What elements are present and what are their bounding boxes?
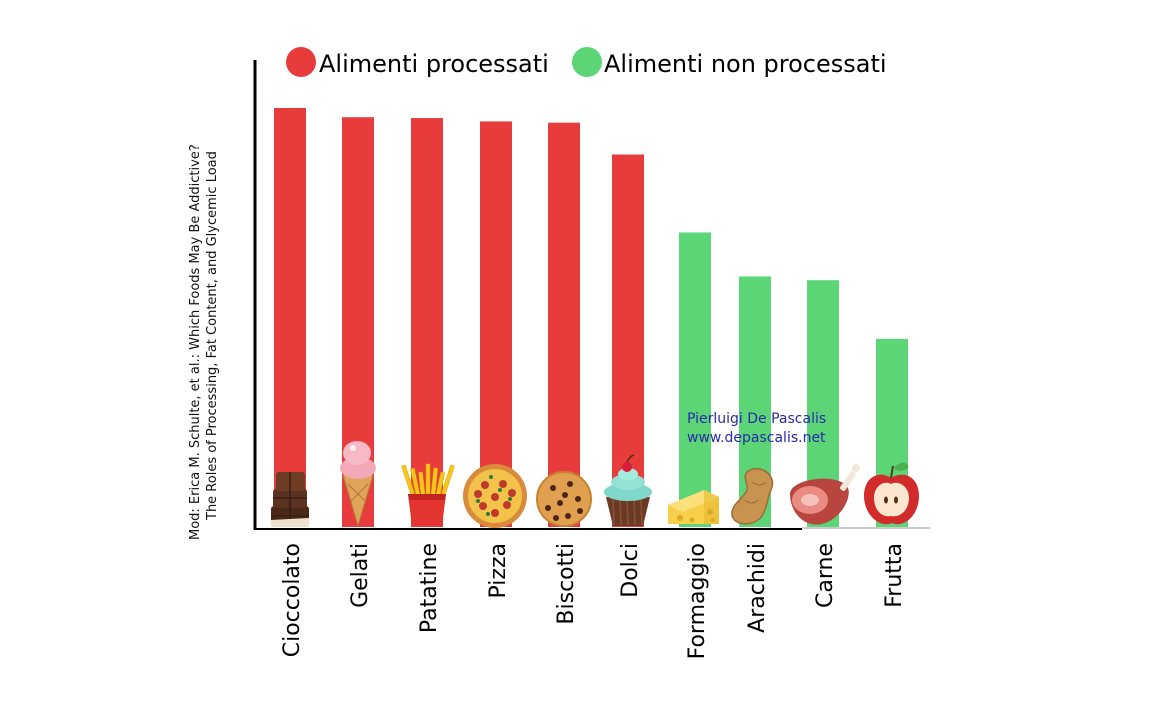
cupcake-icon — [604, 454, 652, 526]
category-label-frutta: Frutta — [882, 543, 907, 608]
category-label-arachidi: Arachidi — [745, 543, 770, 633]
category-label-formaggio: Formaggio — [685, 543, 710, 659]
chocolate-icon — [271, 472, 309, 527]
legend: Alimenti processati Alimenti non process… — [286, 47, 887, 78]
ham-icon — [790, 464, 860, 525]
fries-icon — [401, 463, 455, 526]
credit: Pierluigi De Pascalis www.depascalis.net — [687, 411, 826, 446]
credit-author: Pierluigi De Pascalis — [687, 411, 826, 427]
category-label-pizza: Pizza — [486, 543, 511, 598]
category-label-biscotti: Biscotti — [554, 543, 579, 625]
category-labels: Cioccolato Gelati Patatine Pizza Biscotti Dol… — [280, 543, 907, 659]
source-note: Mod: Erica M. Schulte, et al.: Which Foo… — [188, 144, 220, 540]
bar-patatine — [411, 118, 443, 527]
bar-pizza — [480, 121, 512, 528]
ice-cream-icon — [340, 441, 376, 528]
legend-dot-unprocessed — [572, 47, 602, 77]
peanut-icon — [731, 467, 774, 525]
bar-biscotti — [548, 122, 580, 527]
apple-icon — [864, 462, 919, 525]
bar-cioccolato — [274, 108, 306, 527]
pizza-icon — [463, 464, 527, 528]
source-line-1: Mod: Erica M. Schulte, et al.: Which Foo… — [188, 144, 203, 540]
legend-dot-processed — [286, 47, 316, 77]
category-label-gelati: Gelati — [348, 543, 373, 608]
cheese-icon — [668, 490, 719, 524]
food-icons — [271, 441, 919, 528]
category-label-patatine: Patatine — [417, 543, 442, 633]
category-label-cioccolato: Cioccolato — [280, 543, 305, 657]
cookie-icon — [536, 471, 592, 527]
category-label-dolci: Dolci — [618, 543, 643, 598]
source-line-2: The Roles of Processing, Fat Content, an… — [205, 151, 220, 521]
credit-website: www.depascalis.net — [687, 430, 826, 446]
legend-label-processed: Alimenti processati — [319, 50, 549, 78]
category-label-carne: Carne — [813, 543, 838, 608]
bar-formaggio — [679, 232, 711, 527]
legend-label-unprocessed: Alimenti non processati — [604, 50, 887, 78]
